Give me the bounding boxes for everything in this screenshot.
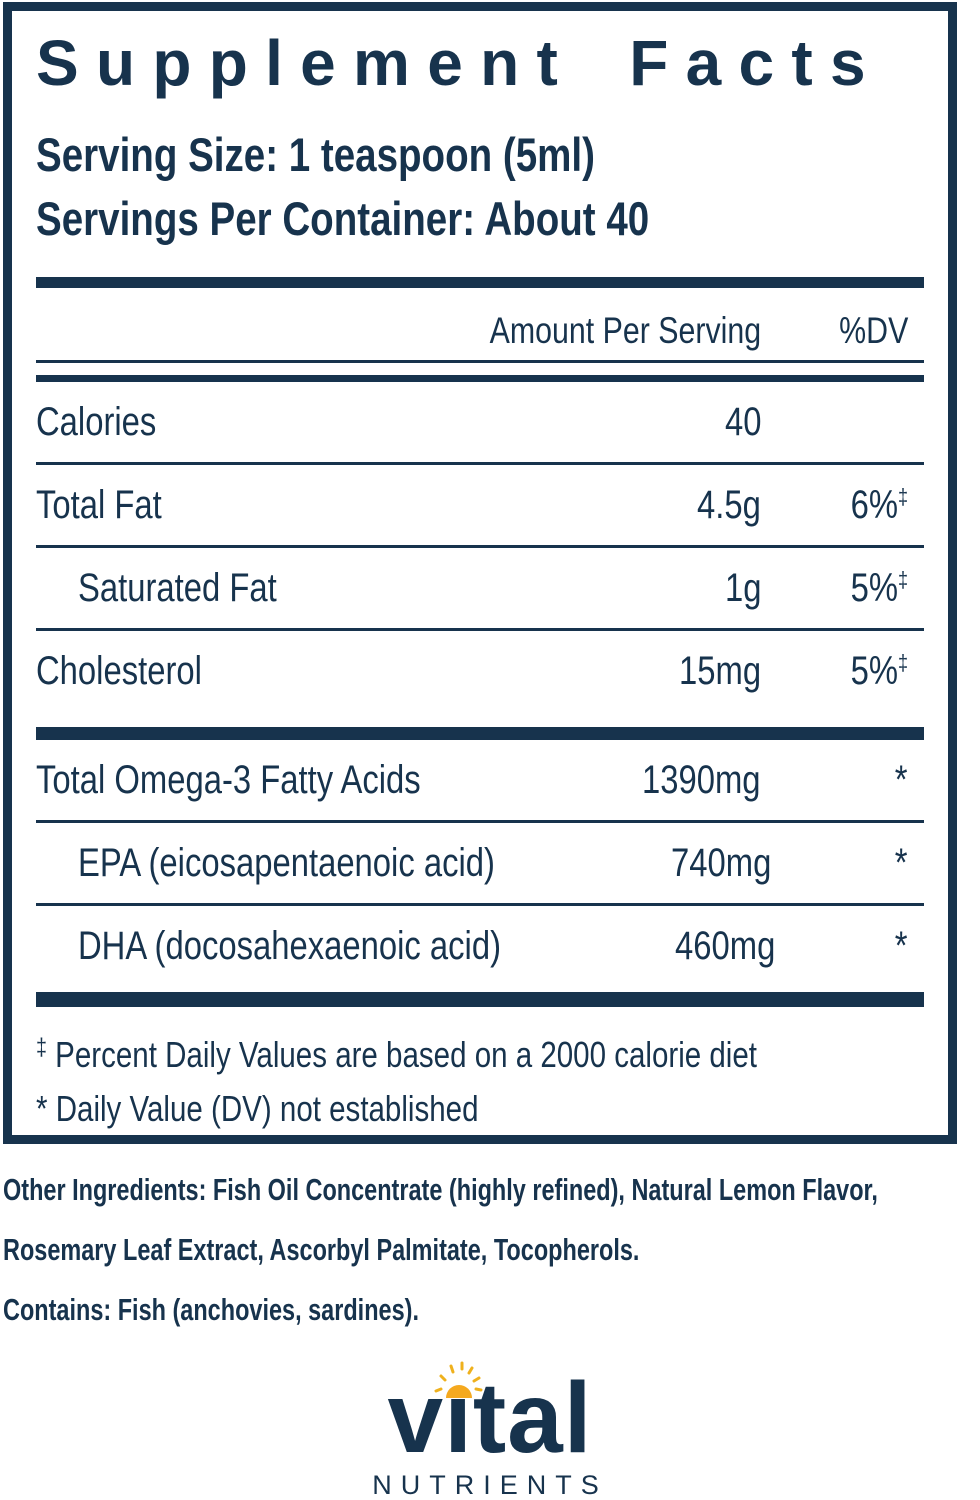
nutrient-dv: * (895, 923, 908, 968)
footnote-text: Percent Daily Values are based on a 2000… (55, 1034, 757, 1075)
footnote-symbol: ‡ (36, 1034, 47, 1061)
brand-logo: vı tal NUTRIENTS (0, 1361, 980, 1500)
table-row: Cholesterol 15mg 5%‡ (36, 631, 924, 711)
row-divider (36, 462, 924, 465)
wordmark-letters: tal (472, 1362, 593, 1474)
serving-size-text: Serving Size: 1 teaspoon (5ml) (36, 128, 595, 181)
table-header-row: Amount Per Serving %DV (36, 308, 924, 352)
brand-wordmark: vı tal (387, 1361, 592, 1468)
nutrient-dv: 5%‡ (850, 648, 908, 693)
table-row: EPA (eicosapentaenoic acid) 740mg * (36, 823, 924, 903)
section-divider-bar (36, 277, 924, 288)
nutrient-label: Saturated Fat (78, 565, 277, 610)
nutrient-label: Cholesterol (36, 648, 202, 693)
nutrient-amount: 1g (724, 565, 761, 610)
wordmark-letter: v (387, 1362, 445, 1474)
panel-title: Supplement Facts (36, 27, 883, 99)
table-row: DHA (docosahexaenoic acid) 460mg * (36, 906, 924, 986)
nutrient-label: Calories (36, 399, 157, 444)
footnotes: ‡ Percent Daily Values are based on a 20… (36, 1021, 924, 1136)
footnote-symbol: * (36, 1088, 48, 1129)
serving-info: Serving Size: 1 teaspoon (5ml) Servings … (36, 123, 924, 251)
nutrient-amount: 15mg (678, 648, 761, 693)
header-divider (36, 360, 924, 363)
other-ingredients-text: Other Ingredients: Fish Oil Concentrate … (3, 1172, 878, 1267)
wordmark-letter: ı (444, 1362, 473, 1474)
sun-icon (434, 1361, 483, 1398)
section-divider-bar (36, 992, 924, 1007)
section-divider-bar (36, 727, 924, 740)
row-divider (36, 820, 924, 823)
nutrient-label: Total Fat (36, 482, 162, 527)
dv-column-header: %DV (838, 310, 908, 351)
nutrient-amount: 1390mg (642, 757, 761, 802)
nutrient-dv: * (895, 840, 908, 885)
header-thick-bar (36, 375, 924, 382)
nutrient-dv: * (895, 757, 908, 802)
nutrient-amount: 4.5g (697, 482, 761, 527)
amount-column-header: Amount Per Serving (489, 310, 761, 351)
nutrient-dv: 5%‡ (850, 565, 908, 610)
table-row: Total Fat 4.5g 6%‡ (36, 465, 924, 545)
table-row: Total Omega-3 Fatty Acids 1390mg * (36, 740, 924, 820)
nutrient-amount: 40 (724, 399, 761, 444)
nutrient-amount: 740mg (671, 840, 772, 885)
nutrient-label: EPA (eicosapentaenoic acid) (78, 840, 495, 885)
row-divider (36, 628, 924, 631)
servings-per-container-text: Servings Per Container: About 40 (36, 192, 650, 245)
nutrient-dv: 6%‡ (850, 482, 908, 527)
nutrient-label: DHA (docosahexaenoic acid) (78, 923, 501, 968)
table-row: Calories 40 (36, 382, 924, 462)
nutrient-amount: 460mg (674, 923, 775, 968)
row-divider (36, 903, 924, 906)
ingredients-section: Other Ingredients: Fish Oil Concentrate … (3, 1160, 980, 1340)
brand-subname: NUTRIENTS (372, 1470, 608, 1500)
allergen-statement: Contains: Fish (anchovies, sardines). (3, 1292, 419, 1327)
footnote-text: Daily Value (DV) not established (55, 1088, 479, 1129)
supplement-facts-panel: Supplement Facts Serving Size: 1 teaspoo… (3, 2, 957, 1144)
nutrient-label: Total Omega-3 Fatty Acids (36, 757, 421, 802)
row-divider (36, 545, 924, 548)
table-row: Saturated Fat 1g 5%‡ (36, 548, 924, 628)
